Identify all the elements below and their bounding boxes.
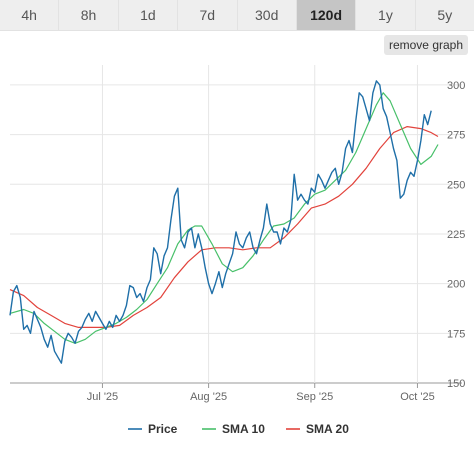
y-tick-label: 250: [447, 179, 465, 191]
x-tick-label: Sep '25: [296, 391, 333, 403]
tab-1d[interactable]: 1d: [119, 0, 179, 30]
x-tick-label: Aug '25: [190, 391, 227, 403]
y-tick-label: 150: [447, 378, 465, 390]
chart-series: [9, 80, 439, 364]
x-tick-label: Jul '25: [87, 391, 118, 403]
legend-item-label[interactable]: Price: [148, 422, 178, 436]
remove-graph-button[interactable]: remove graph: [384, 35, 468, 55]
legend-item-label[interactable]: SMA 20: [306, 422, 349, 436]
tab-30d[interactable]: 30d: [238, 0, 297, 30]
tab-7d[interactable]: 7d: [178, 0, 238, 30]
chart-legend: Price SMA 10 SMA 20: [128, 422, 349, 436]
y-tick-label: 200: [447, 279, 465, 291]
y-tick-label: 225: [447, 229, 465, 241]
tab-1y[interactable]: 1y: [356, 0, 416, 30]
chart-grid: [10, 65, 462, 388]
series-line-price: [9, 80, 432, 364]
y-tick-label: 300: [447, 80, 465, 92]
x-axis: Jul '25 Aug '25 Sep '25 Oct '25: [87, 391, 435, 403]
y-tick-label: 275: [447, 130, 465, 142]
series-line-sma-20: [9, 126, 439, 328]
tab-5y[interactable]: 5y: [437, 7, 453, 23]
y-axis: 150 175 200 225 250 275 300: [447, 80, 465, 390]
y-tick-label: 175: [447, 328, 465, 340]
legend-item-label[interactable]: SMA 10: [222, 422, 265, 436]
x-tick-label: Oct '25: [400, 391, 435, 403]
tab-120d[interactable]: 120d: [296, 0, 357, 30]
tab-4h[interactable]: 4h: [0, 0, 60, 30]
series-line-sma-10: [9, 92, 439, 344]
tab-8h[interactable]: 8h: [59, 0, 119, 30]
timeframe-tabs: 4h 8h 1d 7d 30d 120d 1y 5y: [0, 0, 474, 31]
